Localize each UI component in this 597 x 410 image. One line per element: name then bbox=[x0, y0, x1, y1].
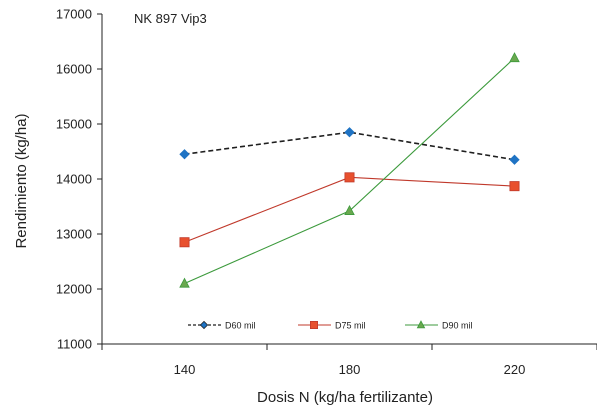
data-point bbox=[179, 237, 190, 248]
y-tick-label: 17000 bbox=[56, 7, 92, 22]
x-tick-label: 220 bbox=[504, 362, 526, 377]
data-point bbox=[179, 149, 190, 160]
y-tick-label: 13000 bbox=[56, 227, 92, 242]
x-axis-title: Dosis N (kg/ha fertilizante) bbox=[257, 389, 433, 406]
series-2 bbox=[179, 52, 520, 288]
legend-label: D75 mil bbox=[335, 321, 366, 331]
data-point bbox=[509, 52, 520, 63]
legend-item: D90 mil bbox=[405, 320, 473, 331]
series-line bbox=[184, 57, 515, 285]
series-1 bbox=[179, 172, 520, 248]
data-point bbox=[509, 154, 520, 165]
y-tick-label: 16000 bbox=[56, 62, 92, 77]
y-tick-label: 12000 bbox=[56, 282, 92, 297]
series-layer bbox=[179, 52, 520, 288]
series-0 bbox=[179, 127, 520, 165]
legend-label: D90 mil bbox=[442, 321, 473, 331]
data-point bbox=[344, 172, 355, 183]
y-tick-label: 11000 bbox=[57, 337, 92, 352]
legend-marker bbox=[416, 320, 426, 329]
y-axis-title: Rendimiento (kg/ha) bbox=[13, 113, 30, 248]
legend-item: D75 mil bbox=[298, 321, 366, 331]
axes: 11000 12000 13000 14000 15000 16000 17000 140 18… bbox=[56, 7, 597, 377]
legend-marker bbox=[199, 320, 209, 330]
y-tick-label: 14000 bbox=[56, 172, 92, 187]
data-point bbox=[179, 277, 190, 288]
x-tick-label: 140 bbox=[174, 362, 196, 377]
legend-label: D60 mil bbox=[225, 321, 256, 331]
data-point bbox=[509, 181, 520, 192]
legend-item: D60 mil bbox=[188, 321, 256, 331]
y-tick-label: 15000 bbox=[56, 117, 92, 132]
legend-marker bbox=[309, 320, 318, 329]
legend: D60 mil D75 mil D90 mil bbox=[188, 320, 473, 331]
data-point bbox=[344, 127, 355, 138]
x-tick-label: 180 bbox=[339, 362, 361, 377]
chart-title: NK 897 Vip3 bbox=[134, 11, 207, 26]
data-point bbox=[344, 204, 355, 215]
